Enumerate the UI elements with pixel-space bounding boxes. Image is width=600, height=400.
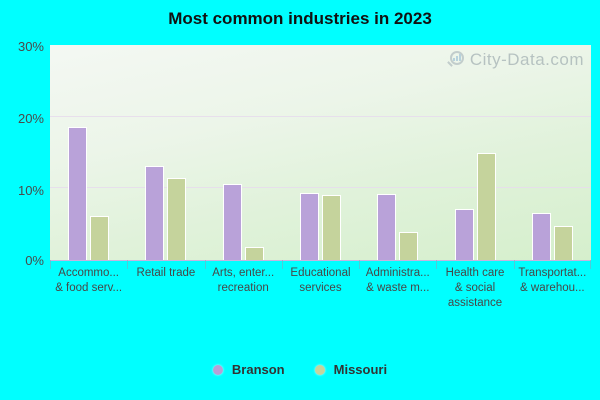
- x-axis-label: Transportat... & warehou...: [518, 267, 587, 294]
- x-axis-tick-mark: [590, 260, 591, 269]
- x-axis-tick-mark: [281, 260, 283, 269]
- category-group-1: [127, 45, 204, 260]
- watermark-text: City-Data.com: [469, 50, 584, 69]
- x-axis-label: Arts, enter... recreation: [212, 267, 275, 294]
- x-axis-label: Administra... & waste m...: [365, 267, 430, 294]
- gridline-20: [50, 115, 591, 117]
- legend-item-branson: Branson: [212, 362, 285, 377]
- watermark: City-Data.com: [446, 50, 584, 70]
- bar-missouri: [553, 226, 573, 260]
- x-axis-tick-mark: [513, 260, 515, 269]
- legend-label: Missouri: [333, 362, 388, 377]
- x-axis-tick-mark: [436, 260, 438, 269]
- bar-missouri: [399, 232, 419, 260]
- x-axis-label: Educational services: [290, 267, 351, 294]
- category-group-3: [282, 45, 359, 260]
- bar-missouri: [244, 247, 264, 260]
- branson-swatch-icon: [212, 364, 223, 375]
- chart-title: Most common industries in 2023: [168, 9, 432, 28]
- x-axis-line: [50, 260, 591, 261]
- y-axis-tick-20: 20%: [17, 111, 44, 126]
- bar-branson: [145, 166, 165, 260]
- bar-branson: [377, 194, 397, 260]
- category-group-2: [205, 45, 282, 260]
- x-axis-label: Retail trade: [136, 267, 196, 279]
- bar-missouri: [90, 216, 110, 260]
- legend-label: Branson: [231, 362, 285, 377]
- x-axis-tick-mark: [359, 260, 361, 269]
- bar-branson: [454, 209, 474, 260]
- x-axis-label: Accommo... & food serv...: [55, 267, 123, 294]
- category-group-6: [514, 45, 591, 260]
- x-axis-tick-mark: [127, 260, 129, 269]
- gridline-10: [50, 187, 591, 189]
- y-axis-tick-10: 10%: [17, 183, 44, 198]
- category-group-5: [436, 45, 513, 260]
- bar-missouri: [321, 194, 341, 260]
- plot-area: City-Data.com: [50, 45, 591, 261]
- x-axis-tick-mark: [204, 260, 206, 269]
- bar-branson: [68, 126, 88, 260]
- bars-container: [50, 45, 591, 260]
- bar-branson: [222, 184, 242, 260]
- bar-missouri: [167, 178, 187, 260]
- x-axis-label: Health care & social assistance: [445, 267, 505, 309]
- x-axis-ticks: [50, 260, 591, 269]
- bar-branson: [531, 212, 551, 260]
- missouri-swatch-icon: [314, 364, 325, 375]
- category-group-4: [359, 45, 436, 260]
- magnifier-bars-icon: [446, 50, 466, 70]
- x-axis-labels: Accommo... & food serv... Retail trade Arts…: [50, 266, 591, 311]
- y-axis-tick-0: 0%: [25, 253, 44, 268]
- legend: Branson Missouri: [0, 362, 600, 377]
- x-axis-tick-mark: [50, 260, 51, 269]
- bar-branson: [299, 193, 319, 260]
- y-axis-tick-30: 30%: [17, 39, 44, 54]
- bar-missouri: [476, 153, 496, 260]
- legend-item-missouri: Missouri: [314, 362, 388, 377]
- category-group-0: [50, 45, 127, 260]
